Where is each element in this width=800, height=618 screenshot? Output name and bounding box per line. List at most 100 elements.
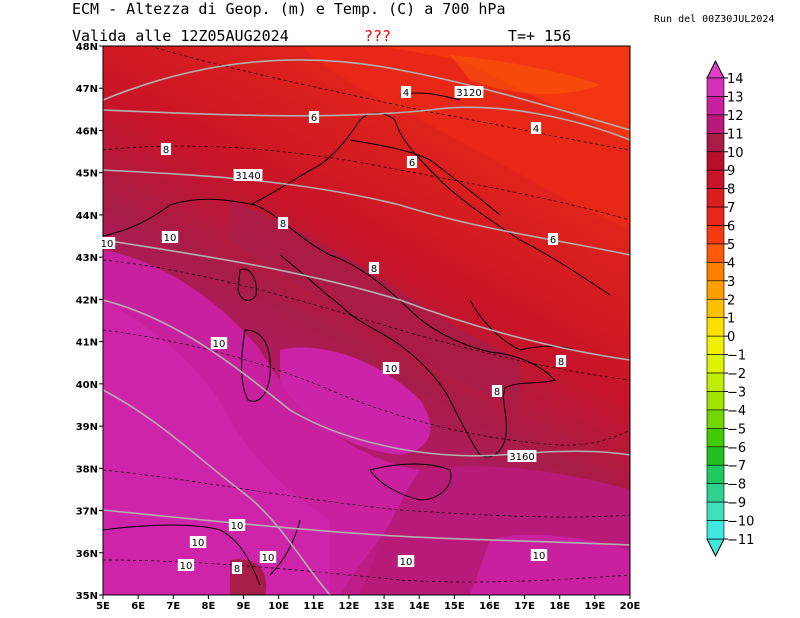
temperature-label: 6 — [550, 235, 556, 246]
temperature-label-box — [400, 86, 412, 98]
temperature-label-box — [161, 231, 179, 243]
lat-label: 37N — [76, 507, 98, 518]
lat-label: 47N — [76, 84, 98, 95]
colorbar-segment — [706, 206, 725, 226]
temperature-label: 6 — [311, 113, 317, 124]
colorbar-label: 12 — [727, 109, 744, 124]
geopotential-labels: 3120 3140 3160 — [233, 86, 537, 463]
colorbar-bottom-arrow — [706, 538, 725, 558]
isotherms — [103, 46, 630, 583]
colorbar-segment — [706, 188, 725, 208]
temperature-label: 8 — [558, 357, 564, 368]
colorbar-segment — [706, 446, 725, 466]
temperature-label: 8 — [280, 219, 286, 230]
temperature-label: 6 — [409, 158, 415, 169]
colorbar-segment — [706, 169, 725, 189]
colorbar-label: −1 — [727, 349, 746, 364]
colorbar-label: 6 — [727, 220, 735, 235]
temperature-label: 8 — [234, 564, 240, 575]
temperature-label: 10 — [231, 521, 244, 532]
colorbar-segment — [706, 243, 725, 263]
temperature-label-box — [189, 536, 207, 548]
lon-label: 12E — [339, 601, 360, 612]
colorbar-segment — [706, 96, 725, 116]
lon-label: 14E — [409, 601, 430, 612]
lon-label: 20E — [620, 601, 641, 612]
colorbar-label: 9 — [727, 164, 735, 179]
temperature-label: 10 — [533, 551, 546, 562]
colorbar-segment — [706, 483, 725, 503]
lat-label: 35N — [76, 591, 98, 602]
colorbar-segment — [706, 464, 725, 484]
colorbar-label: 0 — [727, 330, 735, 345]
colorbar-label: 2 — [727, 293, 735, 308]
colorbar-segment — [706, 354, 725, 374]
lat-label: 41N — [76, 338, 98, 349]
lon-label: 16E — [479, 601, 500, 612]
temperature-label: 4 — [403, 88, 409, 99]
colorbar-label: 7 — [727, 201, 735, 216]
temperature-label-box — [308, 111, 320, 123]
colorbar-label: −5 — [727, 422, 746, 437]
colorbar-segment — [706, 501, 725, 521]
colorbar-label: 10 — [727, 146, 744, 161]
lat-label: 46N — [76, 126, 98, 137]
lon-label: 13E — [374, 601, 395, 612]
temperature-label: 8 — [371, 264, 377, 275]
colorbar-segment — [706, 372, 725, 392]
temperature-label-box — [382, 362, 400, 374]
colorbar-segment — [706, 114, 725, 134]
lon-label: 17E — [514, 601, 535, 612]
temperature-label: 10 — [164, 233, 177, 244]
temperature-label: 10 — [262, 553, 275, 564]
colorbar-segment — [706, 520, 725, 540]
lat-label: 43N — [76, 253, 98, 264]
temperature-label-box — [98, 237, 116, 249]
colorbar-segment — [706, 77, 725, 97]
colorbar-label: 3 — [727, 275, 735, 290]
colorbar-segment — [706, 280, 725, 300]
temperature-label: 10 — [101, 239, 114, 250]
map-frame — [102, 45, 631, 596]
lat-label: 44N — [76, 211, 98, 222]
colorbar-label: −3 — [727, 385, 746, 400]
colorbar-label: 8 — [727, 183, 735, 198]
lat-label: 48N — [76, 42, 98, 53]
longitude-axis: 5E 6E 7E 8E 9E 10E 11E 12E 13E 14E 15E 16E 17E 18E 19E… — [96, 595, 641, 612]
temperature-label: 10 — [400, 557, 413, 568]
geopotential-label-box — [454, 86, 484, 98]
geopotential-label-box — [507, 450, 537, 462]
lon-label: 7E — [166, 601, 180, 612]
colorbar-segment — [706, 151, 725, 171]
temperature-label-box — [397, 555, 415, 567]
colorbar-segment — [706, 262, 725, 282]
temperature-colorbar: 14131211109876543210−1−2−3−4−5−6−7−8−9−1… — [706, 59, 754, 558]
lat-label: 40N — [76, 380, 98, 391]
temperature-label: 10 — [192, 538, 205, 549]
temperature-label-box — [160, 143, 172, 155]
lat-label: 42N — [76, 295, 98, 306]
temperature-label-box — [406, 156, 418, 168]
temperature-label-box — [547, 233, 559, 245]
temperature-label-box — [210, 337, 228, 349]
temperature-label-box — [555, 355, 567, 367]
lon-label: 19E — [584, 601, 605, 612]
colorbar-segment — [706, 409, 725, 429]
colorbar-label: −11 — [727, 533, 754, 548]
colorbar-label: 14 — [727, 72, 744, 87]
lat-label: 45N — [76, 169, 98, 180]
colorbar-segment — [706, 335, 725, 355]
temperature-label: 8 — [494, 387, 500, 398]
colorbar-segment — [706, 391, 725, 411]
colorbar-segment — [706, 428, 725, 448]
lat-label: 36N — [76, 549, 98, 560]
lon-label: 9E — [237, 601, 251, 612]
colorbar-label: −2 — [727, 367, 746, 382]
temperature-label-box — [530, 122, 542, 134]
colorbar-label: −6 — [727, 441, 746, 456]
geopotential-label: 3160 — [509, 452, 534, 463]
forecast-timestep: T=+ 156 — [508, 27, 572, 45]
lon-label: 11E — [303, 601, 324, 612]
temperature-label: 10 — [385, 364, 398, 375]
temperature-label-box — [368, 262, 380, 274]
